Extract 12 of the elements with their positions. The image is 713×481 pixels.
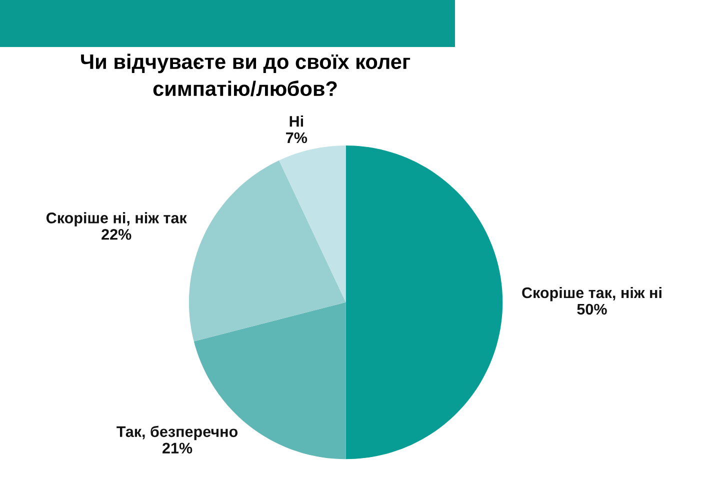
pie-slice: [346, 145, 503, 460]
data-label: 50%: [577, 304, 607, 315]
chart-title: Чи відчуваєте ви до своїх колег симпатію/любов?: [81, 54, 410, 96]
data-label: 7%: [286, 132, 308, 144]
pie-slice: [188, 160, 346, 342]
slice-label: Скоріше так, ніж ні: [522, 286, 662, 302]
slice-label: Скоріше ні, ніж так: [46, 212, 187, 226]
data-label: 22%: [102, 229, 132, 240]
slice-label: Так, безперечно: [116, 426, 238, 440]
pie-slice: [279, 145, 346, 302]
slice-label: Ні: [290, 116, 303, 127]
data-label: 21%: [162, 442, 192, 454]
